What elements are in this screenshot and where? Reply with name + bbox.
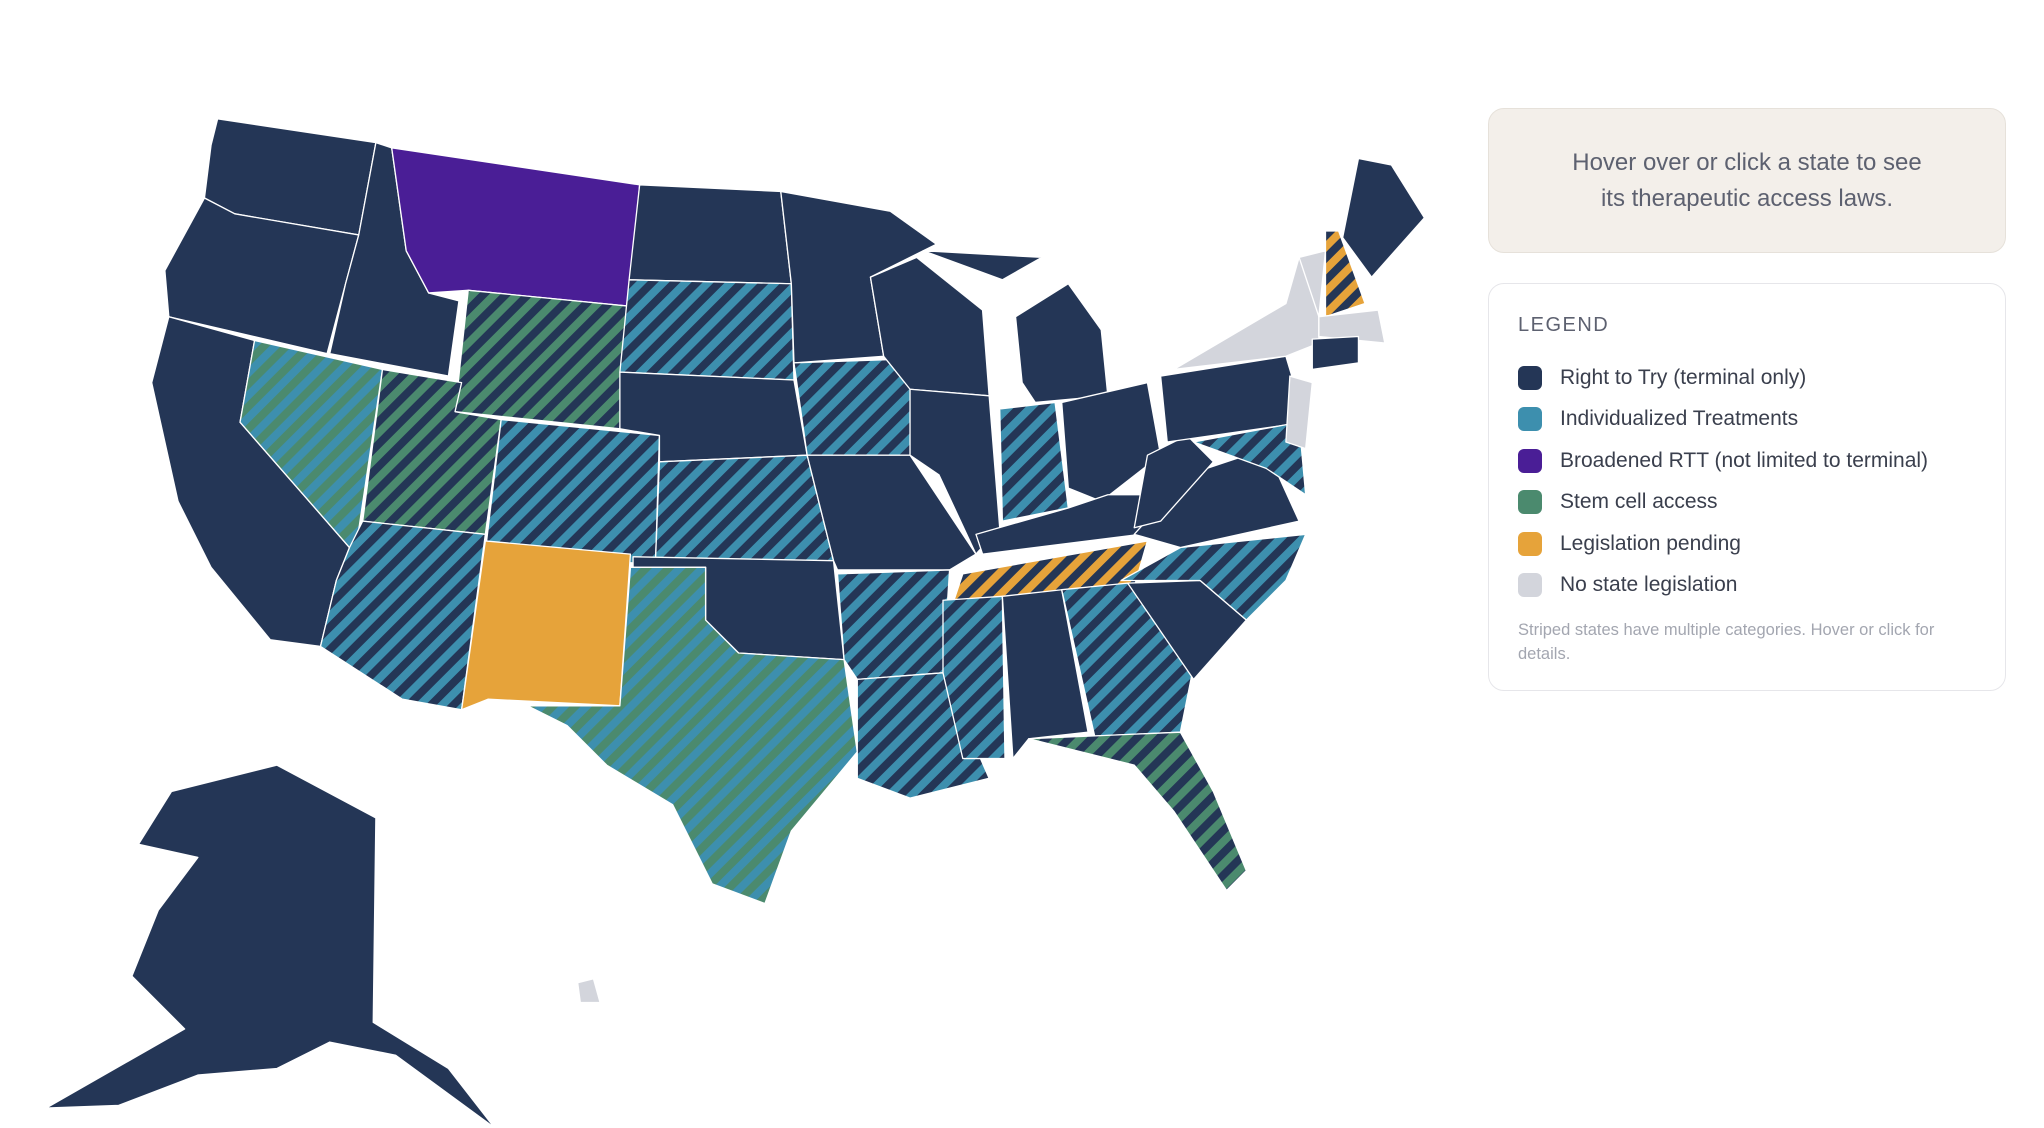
- legend-swatch: [1518, 365, 1542, 390]
- legend-item: Legislation pending: [1518, 523, 1976, 565]
- state[interactable]: [1318, 309, 1386, 344]
- state[interactable]: [1173, 256, 1320, 371]
- states: [45, 118, 1426, 1128]
- state[interactable]: [460, 540, 632, 711]
- state[interactable]: [922, 250, 1043, 281]
- info-text: Hover over or click a state to see its t…: [1572, 148, 1922, 212]
- legend-label: Stem cell access: [1560, 490, 1718, 514]
- state[interactable]: [45, 764, 496, 1128]
- state[interactable]: [999, 401, 1069, 522]
- legend-item: Broadened RTT (not limited to terminal): [1518, 440, 1976, 482]
- state[interactable]: [619, 279, 795, 381]
- us-map: [45, 118, 1426, 1128]
- legend-label: Individualized Treatments: [1560, 407, 1799, 431]
- legend-item: No state legislation: [1518, 565, 1976, 607]
- legend-label: Legislation pending: [1560, 531, 1741, 555]
- state[interactable]: [942, 595, 1006, 760]
- legend-label: No state legislation: [1560, 573, 1738, 597]
- legend-label: Right to Try (terminal only): [1560, 365, 1807, 389]
- legend-label: Broadened RTT (not limited to terminal): [1560, 448, 1929, 472]
- state[interactable]: [1061, 582, 1195, 737]
- info-box: Hover over or click a state to see its t…: [1488, 108, 2006, 253]
- legend-item: Right to Try (terminal only): [1518, 357, 1976, 399]
- state[interactable]: [319, 520, 487, 711]
- state[interactable]: [391, 147, 641, 307]
- legend-swatch: [1518, 407, 1542, 432]
- legend-note: Striped states have multiple categories.…: [1518, 621, 1935, 663]
- state[interactable]: [1285, 375, 1313, 450]
- state[interactable]: [164, 197, 360, 355]
- state[interactable]: [628, 184, 792, 285]
- state[interactable]: [1298, 250, 1327, 318]
- legend-swatch: [1518, 490, 1542, 515]
- state[interactable]: [577, 978, 601, 1004]
- state[interactable]: [909, 388, 1001, 555]
- legend-list: Right to Try (terminal only) Individualiz…: [1518, 357, 1976, 606]
- state[interactable]: [1311, 335, 1360, 371]
- state[interactable]: [526, 566, 858, 905]
- legend-item: Stem cell access: [1518, 482, 1976, 524]
- state[interactable]: [454, 289, 630, 430]
- legend-title: LEGEND: [1518, 314, 1610, 336]
- state[interactable]: [1061, 381, 1162, 503]
- state[interactable]: [1324, 230, 1366, 318]
- legend: LEGEND Right to Try (terminal only) Indiv…: [1488, 283, 2006, 691]
- state[interactable]: [1341, 157, 1426, 278]
- legend-swatch: [1518, 573, 1542, 598]
- legend-item: Individualized Treatments: [1518, 399, 1976, 441]
- state[interactable]: [836, 569, 951, 681]
- state[interactable]: [1028, 731, 1248, 892]
- state[interactable]: [1192, 421, 1307, 496]
- legend-swatch: [1518, 448, 1542, 473]
- state[interactable]: [1001, 589, 1089, 760]
- state[interactable]: [1014, 283, 1109, 404]
- state[interactable]: [654, 454, 835, 562]
- legend-swatch: [1518, 531, 1542, 556]
